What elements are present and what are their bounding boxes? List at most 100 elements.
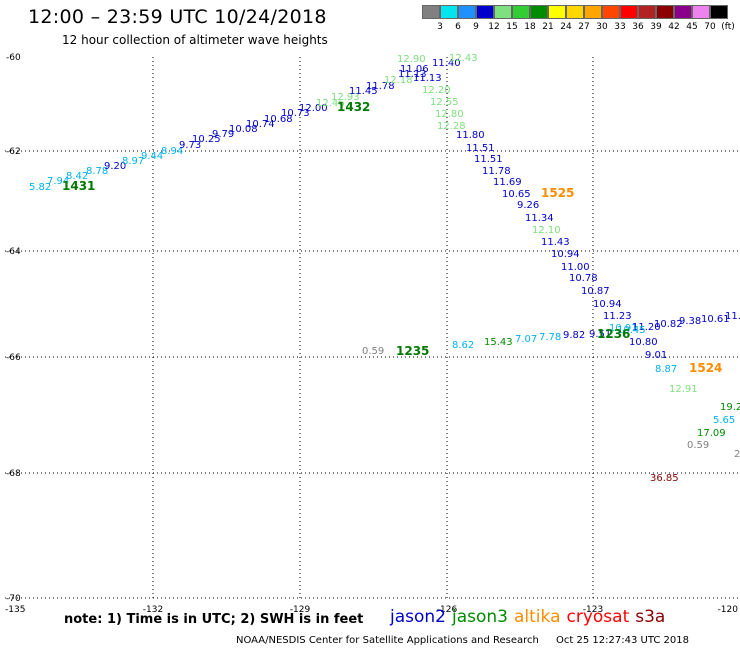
map-title: 12:00 – 23:59 UTC 10/24/2018 xyxy=(28,6,327,28)
wave-height-label: 12.90 xyxy=(397,54,426,65)
time-label: 1236 xyxy=(597,327,630,341)
wave-height-label: 11.69 xyxy=(493,177,522,188)
wave-height-label: 10.45 xyxy=(617,325,646,336)
wave-height-label: 12.18 xyxy=(384,75,413,86)
satellite-jason2: jason2 xyxy=(390,607,446,627)
time-label: 1432 xyxy=(337,100,370,114)
wave-height-label: 8.87 xyxy=(655,364,677,375)
satellite-altika: altika xyxy=(514,607,561,627)
wave-height-label: 11.78 xyxy=(482,166,511,177)
wave-height-label: 10.73 xyxy=(281,108,310,119)
wave-height-label: 10.68 xyxy=(264,114,293,125)
legend-label: (ft) xyxy=(721,22,735,32)
legend-swatch xyxy=(548,5,566,19)
wave-height-label: 9.44 xyxy=(141,151,163,162)
wave-height-label: 11.00 xyxy=(561,262,590,273)
legend-swatch xyxy=(494,5,512,19)
legend-swatch xyxy=(566,5,584,19)
wave-height-label: 9.38 xyxy=(679,316,701,327)
legend-label: 39 xyxy=(650,22,662,32)
axis-labels: -60 -62 -64 -66 -68 -70-135 -132 -129 -126 -123 -1… xyxy=(5,53,738,615)
legend-swatch xyxy=(638,5,656,19)
wave-height-label: 11.13 xyxy=(398,69,427,80)
wave-height-label: 8.78 xyxy=(86,166,108,177)
wave-height-label: 12.00 xyxy=(299,103,328,114)
lat-label: -68 xyxy=(6,469,21,479)
wave-height-label: 12.43 xyxy=(449,53,478,64)
wave-height-label: 11.51 xyxy=(466,143,495,154)
time-label: 1431 xyxy=(62,179,95,193)
legend-label: 24 xyxy=(560,22,572,32)
legend-swatch xyxy=(476,5,494,19)
legend-label: 9 xyxy=(473,22,479,32)
wave-height-label: 8.42 xyxy=(66,171,88,182)
time-label: 1525 xyxy=(541,186,574,200)
wave-height-label: 9.82 xyxy=(563,330,585,341)
legend-label: 30 xyxy=(596,22,608,32)
legend-swatch xyxy=(656,5,674,19)
satellite-legend: jason2 jason3 altika cryosat s3a xyxy=(390,607,671,627)
wave-height-label: 8.62 xyxy=(452,340,474,351)
wave-height-label: 12.55 xyxy=(430,97,459,108)
wave-height-label: 10.74 xyxy=(246,119,275,130)
lon-label: -129 xyxy=(290,605,311,615)
wave-height-label: 7.78 xyxy=(539,332,561,343)
lat-label: -70 xyxy=(6,594,21,604)
wave-height-label: 7.94 xyxy=(47,176,69,187)
wave-height-label: 12.91 xyxy=(669,384,698,395)
lat-label: -64 xyxy=(6,247,21,257)
wave-height-label: 8.97 xyxy=(122,156,144,167)
wave-height-label: 10.65 xyxy=(502,189,531,200)
legend-swatch xyxy=(620,5,638,19)
wave-height-label: 12.46 xyxy=(316,98,345,109)
wave-height-label: 12.80 xyxy=(435,109,464,120)
wave-height-label: 10.25 xyxy=(192,134,221,145)
wave-height-label: 11.43 xyxy=(541,237,570,248)
wave-height-label: 10.78 xyxy=(569,273,598,284)
wave-height-label: 9.79 xyxy=(212,129,234,140)
lat-label: -60 xyxy=(6,53,21,63)
wave-height-label: 12.93 xyxy=(331,92,360,103)
legend-label: 18 xyxy=(524,22,536,32)
wave-height-label: 11.06 xyxy=(400,64,429,75)
credit-line: NOAA/NESDIS Center for Satellite Applica… xyxy=(236,635,703,646)
satellite-jason3: jason3 xyxy=(452,607,508,627)
legend-swatch xyxy=(530,5,548,19)
legend-label: 45 xyxy=(686,22,698,32)
wave-height-label: 7.07 xyxy=(515,334,537,345)
wave-height-label: 11.13 xyxy=(413,73,442,84)
lon-label: -135 xyxy=(5,605,25,615)
wave-height-label: 11.45 xyxy=(349,86,378,97)
legend-swatch xyxy=(710,5,728,19)
legend-swatch xyxy=(602,5,620,19)
wave-height-label: 11.51 xyxy=(474,154,503,165)
lon-label: -123 xyxy=(583,605,603,615)
wave-height-label: 12.20 xyxy=(422,85,451,96)
wave-height-label: 12.10 xyxy=(532,225,561,236)
wave-height-label: 19.2 xyxy=(720,402,740,413)
satellite-cryosat: cryosat xyxy=(566,607,630,627)
legend-swatch xyxy=(422,5,440,19)
wave-height-label: 11.23 xyxy=(603,311,632,322)
lat-label: -66 xyxy=(6,353,21,363)
credit-org: NOAA/NESDIS Center for Satellite Applica… xyxy=(236,635,539,646)
wave-height-label: 2 xyxy=(734,449,740,460)
legend-label: 6 xyxy=(455,22,461,32)
lon-label: -132 xyxy=(143,605,163,615)
satellite-s3a: s3a xyxy=(635,607,666,627)
wave-height-label: 9.26 xyxy=(517,200,539,211)
wave-height-label: 9.01 xyxy=(645,350,667,361)
wave-height-label: 11.34 xyxy=(525,213,554,224)
wave-height-label: 5.82 xyxy=(29,182,51,193)
legend-label: 33 xyxy=(614,22,626,32)
legend-swatch xyxy=(440,5,458,19)
wave-height-label: 10.61 xyxy=(701,314,730,325)
credit-time: Oct 25 12:27:43 UTC 2018 xyxy=(556,635,689,646)
legend-swatch xyxy=(584,5,602,19)
wave-height-label: 5.65 xyxy=(713,415,735,426)
legend-label: 70 xyxy=(704,22,716,32)
legend-label: 21 xyxy=(542,22,554,32)
wave-height-label: 11.2 xyxy=(725,311,740,322)
time-label: 1524 xyxy=(689,361,722,375)
